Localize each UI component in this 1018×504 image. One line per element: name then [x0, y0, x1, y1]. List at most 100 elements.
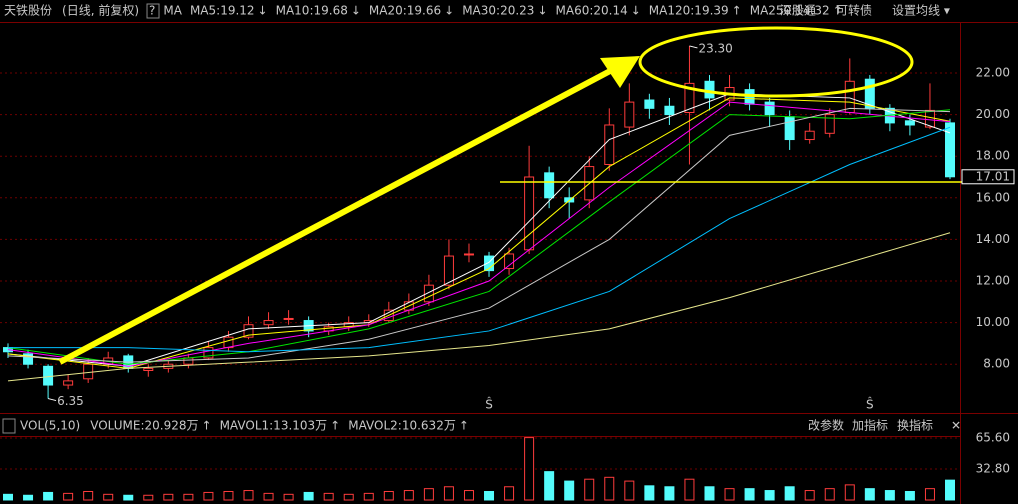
- header-text: MA: [163, 4, 182, 18]
- header-link[interactable]: 设置均线 ▾: [892, 4, 950, 18]
- candle-body: [223, 336, 234, 349]
- volume-bar: [183, 493, 194, 501]
- volume-bar: [403, 490, 414, 501]
- volume-bar: [223, 490, 234, 501]
- volume-bar: [43, 491, 54, 501]
- volume-bar: [423, 488, 434, 501]
- header-text: (日线, 前复权): [62, 3, 139, 18]
- volume-bar: [243, 490, 254, 501]
- ma-line: [7, 93, 951, 367]
- volume-bar: [884, 490, 895, 501]
- annotation: 6.35: [57, 394, 84, 408]
- y-tick-label: 12.00: [976, 274, 1010, 288]
- panel-button[interactable]: 换指标: [897, 418, 933, 433]
- labels: 天铁股份 (日线, 前复权)? MA MA5:19.12 ↓ MA10:19.68 ↓ MA2…: [2, 3, 1015, 475]
- panel-button[interactable]: 加指标: [852, 418, 888, 433]
- header-link[interactable]: 可转债: [836, 3, 872, 18]
- header-text: MA20:19.66: [369, 4, 441, 18]
- volume-bar: [664, 486, 675, 501]
- volume-bar: [864, 488, 875, 501]
- header-text: MA10:19.68: [276, 4, 348, 18]
- y-tick-label: 14.00: [976, 232, 1010, 246]
- candle-body: [784, 116, 795, 141]
- volume-bar: [544, 471, 555, 501]
- header-link[interactable]: 深股通: [780, 4, 816, 18]
- header-text[interactable]: ?: [149, 4, 155, 18]
- candle-body: [83, 363, 94, 380]
- volume-bar: [103, 493, 114, 501]
- candle-body: [764, 101, 775, 116]
- panel-button[interactable]: 改参数: [808, 418, 844, 433]
- volume-bar: [844, 484, 855, 501]
- candle-body: [644, 99, 655, 109]
- candle-body: [504, 253, 515, 270]
- y-tick-label: 20.00: [976, 107, 1010, 121]
- volume-bar: [624, 480, 635, 501]
- ma-line: [7, 232, 951, 382]
- drawn-arrowhead: [600, 56, 640, 88]
- last-price-label: 17.01: [976, 169, 1010, 183]
- annotation: 23.30: [698, 41, 732, 55]
- volume-bar: [904, 490, 915, 501]
- volume-bar: [784, 486, 795, 501]
- volume-legend: ↑: [330, 419, 340, 433]
- drawn-arrow: [58, 67, 614, 365]
- signal-marker: Ŝ: [866, 397, 874, 412]
- header-text: ↑: [833, 4, 843, 18]
- volume-legend: VOLUME:20.928万: [90, 419, 198, 433]
- volume-bar: [463, 490, 474, 501]
- candle-body: [463, 253, 474, 256]
- volume-bar: [724, 488, 735, 501]
- volume-bar: [323, 492, 334, 501]
- candle-body: [203, 347, 214, 359]
- header-text: MA5:19.12: [190, 4, 255, 18]
- volume-bar: [504, 486, 515, 501]
- y-tick-label: 16.00: [976, 190, 1010, 204]
- volume-bar: [143, 494, 154, 501]
- volume-bar: [303, 491, 314, 501]
- volume-bar: [203, 491, 214, 501]
- candle-body: [844, 80, 855, 113]
- volume-bar: [584, 478, 595, 501]
- y-tick-label: 10.00: [976, 315, 1010, 329]
- header-text: ↑: [732, 4, 742, 18]
- volume-bar: [644, 485, 655, 501]
- help-box[interactable]: [2, 418, 16, 434]
- volume-bar: [283, 493, 294, 501]
- candle-body: [904, 120, 915, 126]
- drawn-ellipse: [638, 26, 914, 98]
- candle-body: [684, 82, 695, 113]
- y-tick-label: 22.00: [976, 65, 1010, 79]
- candle-body: [804, 130, 815, 141]
- header-text: ↓: [631, 4, 641, 18]
- y-tick-label: 8.00: [983, 357, 1010, 371]
- signal-marker: Ŝ: [485, 397, 493, 412]
- header-text: ↓: [258, 4, 268, 18]
- y-tick-label: 32.80: [976, 461, 1010, 475]
- volume-legend: MAVOL1:13.103万: [220, 419, 328, 433]
- candle-body: [604, 124, 615, 166]
- header-text: ↓: [351, 4, 361, 18]
- volume-bar: [63, 492, 74, 501]
- ma-line: [7, 97, 951, 369]
- volume-bar: [524, 437, 535, 501]
- last-price-box: [961, 169, 1015, 185]
- help-box[interactable]: [146, 3, 160, 19]
- header-text: MA30:20.23: [462, 4, 534, 18]
- candle-body: [544, 172, 555, 199]
- volume-bar: [3, 493, 13, 501]
- candle-body: [824, 114, 835, 134]
- panel-button[interactable]: ✕: [951, 419, 961, 433]
- ma-line: [7, 107, 951, 363]
- y-tick-label: 18.00: [976, 149, 1010, 163]
- candle-body: [624, 101, 635, 128]
- header-text: 天铁股份: [4, 4, 52, 18]
- candle-body: [43, 365, 54, 386]
- volume-bar: [83, 490, 94, 501]
- volume-legend: ↑: [459, 419, 469, 433]
- candle-body: [243, 324, 254, 338]
- candle-body: [23, 353, 34, 365]
- candle-body: [263, 320, 274, 326]
